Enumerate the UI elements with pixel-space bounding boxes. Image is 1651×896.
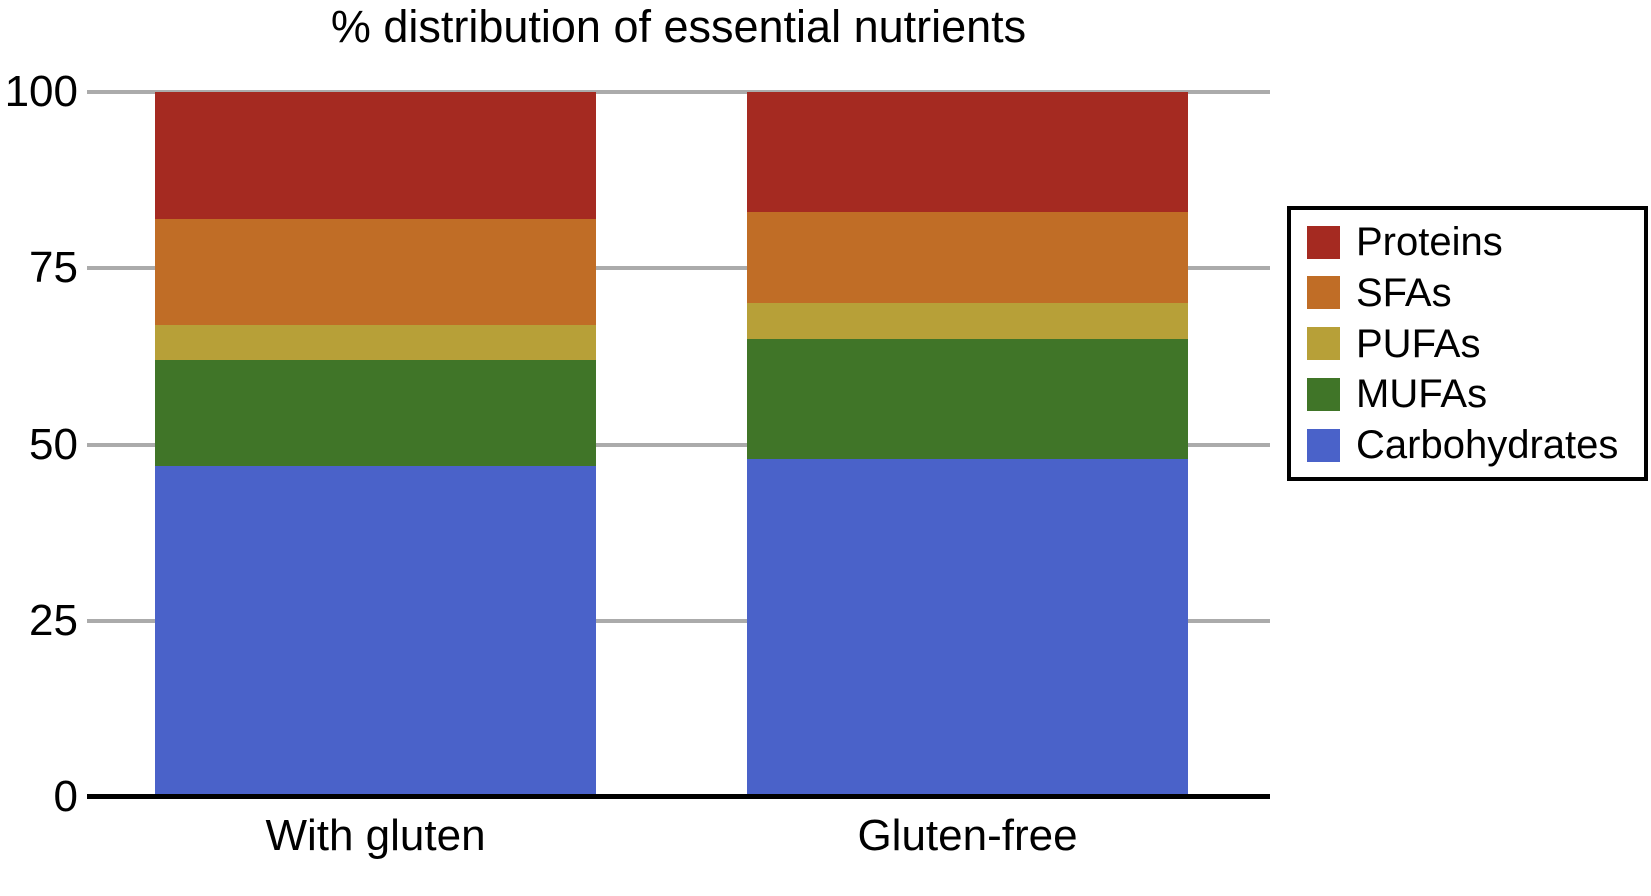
gridline-100 [87, 90, 1270, 94]
legend-label-carbohydrates: Carbohydrates [1356, 423, 1619, 467]
bar-segment-with-gluten-proteins [155, 92, 596, 219]
bar-segment-with-gluten-carbohydrates [155, 465, 596, 797]
bar-with-gluten [155, 92, 596, 797]
gridline-50 [87, 442, 1270, 447]
bar-segment-with-gluten-sfas [155, 218, 596, 325]
y-tick-label-75: 75 [29, 243, 78, 293]
bar-segment-gluten-free-mufas [747, 338, 1188, 459]
legend-item-sfas: SFAs [1307, 273, 1636, 313]
legend-swatch-mufas-icon [1307, 377, 1340, 411]
y-tick-label-25: 25 [29, 595, 78, 645]
legend: Proteins SFAs PUFAs MUFAs Carbohydrates [1287, 206, 1648, 481]
legend-item-pufas: PUFAs [1307, 324, 1636, 364]
y-tick-label-100: 100 [4, 67, 78, 116]
legend-label-sfas: SFAs [1356, 270, 1452, 315]
bar-segment-gluten-free-carbohydrates [747, 458, 1188, 797]
gridline-25 [87, 618, 1270, 623]
legend-swatch-carbohydrates-icon [1307, 428, 1340, 462]
chart-title: % distribution of essential nutrients [330, 1, 1027, 52]
y-tick-label-50: 50 [29, 419, 78, 469]
legend-swatch-proteins-icon [1307, 225, 1340, 259]
legend-label-pufas: PUFAs [1356, 321, 1481, 366]
plot-area [87, 90, 1270, 799]
bar-gluten-free [747, 92, 1188, 797]
legend-swatch-sfas-icon [1307, 276, 1340, 310]
bar-segment-with-gluten-mufas [155, 359, 596, 466]
legend-label-mufas: MUFAs [1356, 372, 1488, 417]
x-axis-label-gluten-free: Gluten-free [857, 811, 1078, 860]
x-axis-line [87, 794, 1270, 799]
legend-item-carbohydrates: Carbohydrates [1307, 425, 1636, 465]
gridline-75 [87, 266, 1270, 271]
x-axis-label-with-gluten: With gluten [265, 811, 486, 860]
bar-segment-with-gluten-pufas [155, 324, 596, 360]
bar-segment-gluten-free-pufas [747, 303, 1188, 339]
bar-segment-gluten-free-proteins [747, 92, 1188, 212]
legend-label-proteins: Proteins [1356, 220, 1503, 264]
bar-segment-gluten-free-sfas [747, 211, 1188, 304]
legend-item-mufas: MUFAs [1307, 374, 1636, 414]
legend-item-proteins: Proteins [1307, 222, 1636, 262]
y-axis: 0 25 50 75 100 [0, 70, 78, 819]
legend-swatch-pufas-icon [1307, 327, 1340, 360]
y-tick-label-0: 0 [53, 772, 78, 821]
